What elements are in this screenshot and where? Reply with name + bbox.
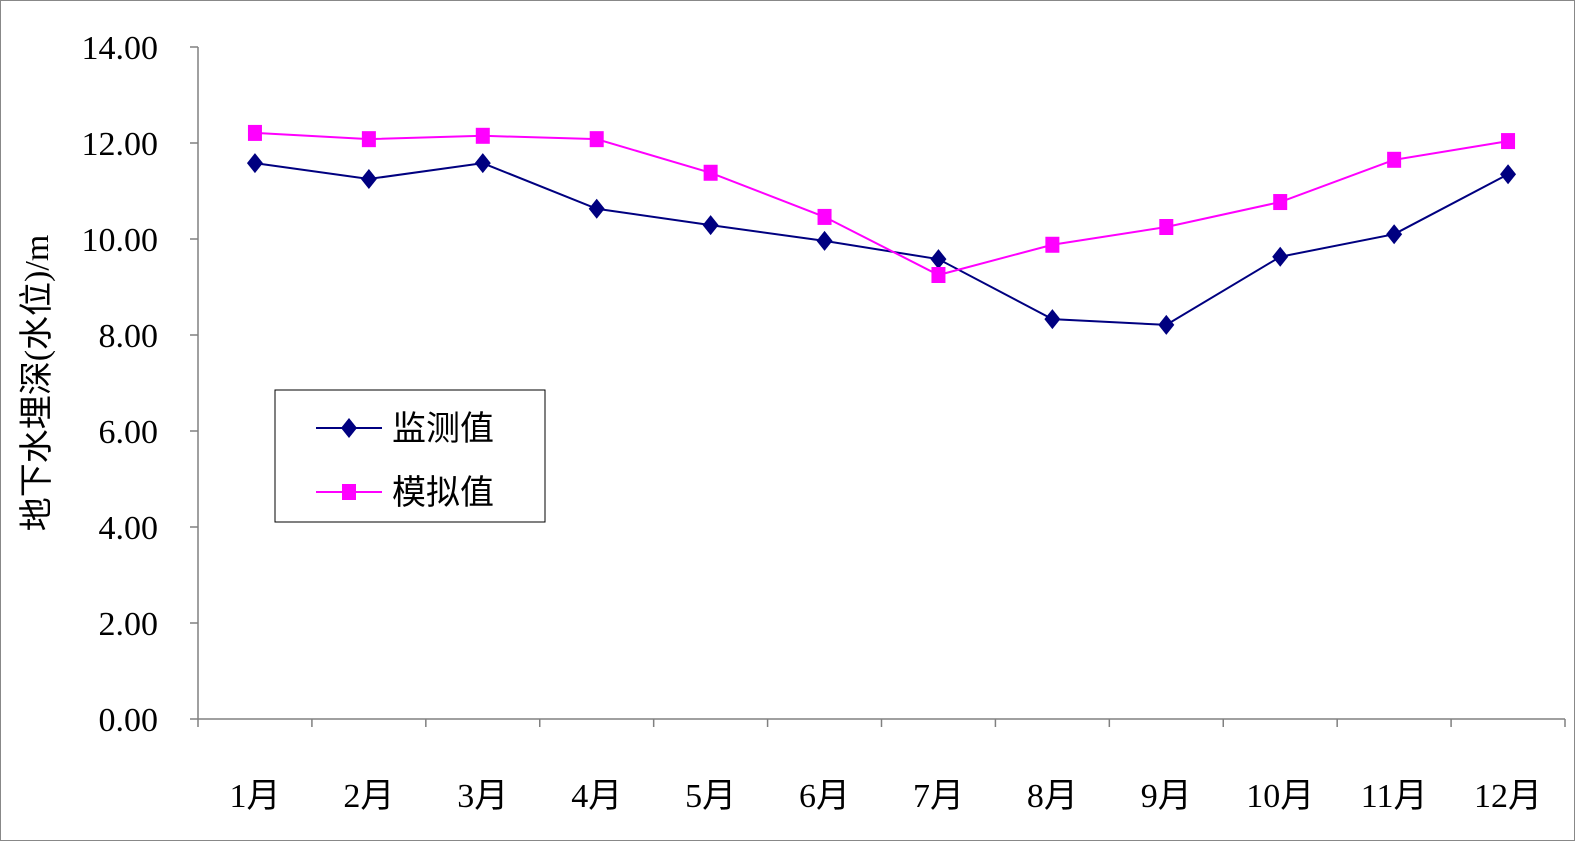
y-axis-label: 地下水埋深(水位)/m — [18, 235, 56, 532]
diamond-marker — [246, 153, 263, 174]
diamond-marker — [1158, 314, 1175, 335]
square-marker — [703, 164, 718, 181]
axes: 0.00 2.00 4.00 6.00 8.00 10.00 12.00 14.00 1月 2月 3… — [82, 30, 1566, 815]
x-tick-label: 11月 — [1361, 778, 1428, 815]
legend-item: 模拟值 — [316, 474, 494, 512]
legend-label: 模拟值 — [392, 474, 494, 512]
series-monitored — [246, 153, 1517, 335]
diamond-marker — [1386, 224, 1403, 245]
diamond-marker — [702, 215, 719, 236]
square-marker — [361, 131, 376, 148]
square-marker — [589, 131, 604, 148]
y-tick-label: 4.00 — [99, 510, 159, 547]
x-tick-label: 3月 — [457, 778, 508, 815]
y-tick-label: 2.00 — [99, 606, 159, 643]
series-group — [246, 124, 1517, 335]
y-tick-label: 10.00 — [82, 222, 159, 259]
x-tick-label: 8月 — [1027, 778, 1078, 815]
square-marker — [475, 127, 490, 144]
square-marker — [931, 267, 946, 283]
x-tick-label: 12月 — [1474, 778, 1542, 815]
square-marker — [1501, 133, 1516, 150]
square-marker — [1273, 194, 1288, 211]
series-line — [254, 162, 1509, 326]
series-simulated — [247, 124, 1516, 283]
x-tick-label: 7月 — [913, 778, 964, 815]
legend-box — [274, 389, 546, 523]
series-line — [254, 131, 1509, 277]
square-marker — [1045, 236, 1060, 253]
diamond-marker — [1500, 164, 1517, 185]
x-tick-label: 9月 — [1141, 778, 1192, 815]
diamond-marker — [341, 418, 357, 438]
diamond-marker — [474, 153, 491, 174]
square-marker — [247, 124, 262, 141]
diamond-marker — [1272, 246, 1289, 267]
diamond-marker — [588, 198, 605, 219]
legend-item: 监测值 — [316, 410, 494, 448]
x-tick-label: 1月 — [229, 778, 280, 815]
diamond-marker — [1044, 309, 1061, 330]
y-tick-label: 8.00 — [99, 318, 159, 355]
x-tick-label: 6月 — [799, 778, 850, 815]
square-marker — [342, 484, 356, 500]
x-tick-label: 4月 — [571, 778, 622, 815]
square-marker — [1159, 219, 1174, 235]
x-tick-label: 5月 — [685, 778, 736, 815]
y-tick-label: 12.00 — [82, 126, 159, 163]
diamond-marker — [816, 230, 833, 251]
diamond-marker — [360, 169, 377, 189]
square-marker — [817, 208, 832, 225]
y-tick-label: 14.00 — [82, 30, 159, 67]
x-tick-label: 2月 — [343, 778, 394, 815]
y-tick-label: 0.00 — [99, 702, 159, 739]
diamond-marker — [930, 249, 947, 270]
legend-label: 监测值 — [392, 410, 494, 448]
y-tick-label: 6.00 — [99, 414, 159, 451]
x-tick-label: 10月 — [1246, 778, 1314, 815]
square-marker — [1387, 151, 1402, 168]
